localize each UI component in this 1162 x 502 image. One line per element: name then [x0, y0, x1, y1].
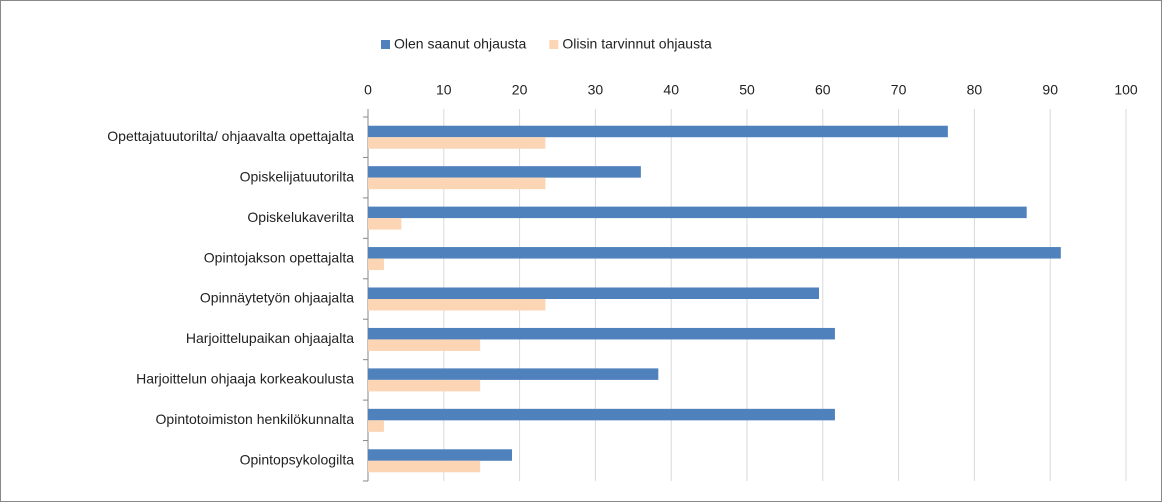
legend-swatch	[549, 40, 559, 49]
bar	[368, 420, 384, 432]
y-tick-label: Harjoittelupaikan ohjaajalta	[186, 330, 354, 346]
legend-swatch	[381, 40, 390, 49]
bar	[368, 137, 546, 149]
x-tick-label: 10	[436, 82, 452, 98]
bar	[368, 327, 835, 340]
x-tick-label: 100	[1114, 82, 1138, 98]
bar	[368, 299, 546, 311]
x-tick-label: 50	[739, 82, 755, 98]
bar	[368, 166, 641, 178]
x-tick-label: 40	[663, 82, 679, 98]
bar	[368, 339, 481, 351]
bar	[368, 125, 948, 138]
bar	[368, 258, 384, 271]
bar	[368, 379, 481, 392]
bar	[368, 287, 820, 299]
y-tick-label: Opiskelukaverilta	[247, 209, 354, 225]
legend-label: Olen saanut ohjausta	[394, 36, 527, 52]
legend-label: Olisin tarvinnut ohjausta	[562, 36, 712, 52]
x-tick-label: 80	[967, 82, 983, 98]
bar	[368, 368, 659, 380]
bar	[368, 218, 402, 230]
x-tick-label: 90	[1042, 82, 1058, 98]
bar	[368, 408, 835, 421]
y-tick-label: Opettajatuutorilta/ ohjaavalta opettajal…	[107, 128, 354, 144]
bar	[368, 247, 1061, 259]
bar	[368, 449, 513, 461]
bar	[368, 206, 1027, 219]
y-tick-label: Harjoittelun ohjaaja korkeakoulusta	[136, 371, 354, 387]
x-tick-label: 70	[891, 82, 907, 98]
y-tick-label: Opintopsykologilta	[240, 451, 355, 467]
x-tick-label: 0	[364, 82, 372, 98]
bar	[368, 460, 481, 473]
y-tick-label: Opintojakson opettajalta	[204, 249, 354, 265]
y-tick-label: Opiskelijatuutorilta	[240, 168, 355, 184]
x-tick-label: 20	[512, 82, 528, 98]
x-tick-label: 30	[588, 82, 604, 98]
bar	[368, 177, 546, 190]
y-tick-label: Opinnäytetyön ohjaajalta	[200, 290, 354, 306]
x-tick-label: 60	[815, 82, 831, 98]
y-tick-label: Opintotoimiston henkilökunnalta	[156, 411, 355, 427]
